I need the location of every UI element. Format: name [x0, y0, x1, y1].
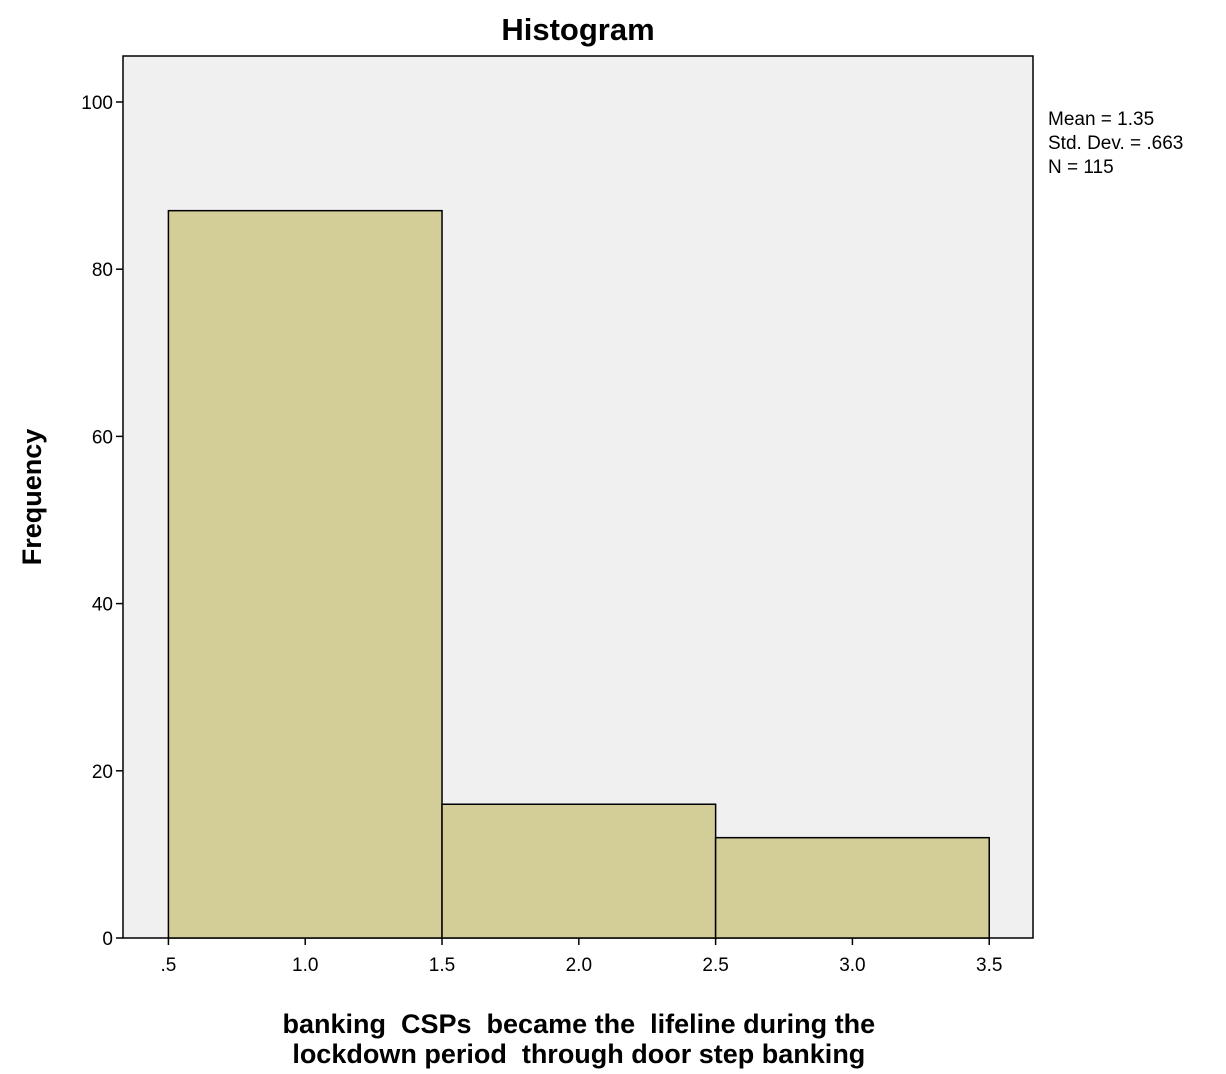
y-tick-label: 20	[92, 762, 113, 783]
y-tick-label: 0	[102, 929, 113, 950]
x-axis-label-line-1: banking CSPs became the lifeline during …	[283, 1009, 876, 1039]
histogram-bar-1	[167, 209, 443, 939]
x-axis-label-line-2: lockdown period through door step bankin…	[292, 1039, 865, 1069]
y-axis-label: Frequency	[17, 429, 47, 566]
x-tick-label: 3.5	[976, 955, 1002, 976]
stat-n: N = 115	[1048, 157, 1114, 178]
bars-group	[167, 209, 990, 939]
x-tick-label: 2.5	[702, 955, 728, 976]
x-tick-label: 2.0	[566, 955, 592, 976]
stat-mean: Mean = 1.35	[1048, 109, 1155, 130]
chart-title: Histogram	[501, 12, 654, 47]
y-tick-label: 80	[92, 260, 113, 281]
y-tick-label: 60	[92, 427, 113, 448]
histogram-bar-3	[714, 836, 990, 939]
statistics-box: Mean = 1.35 Std. Dev. = .663 N = 115	[1048, 108, 1183, 180]
y-tick-label: 40	[92, 595, 113, 616]
axes-group: 0 20 40 60 80 100 .5 1.0 1.5 2.0 2.5 3.0 3.5	[81, 93, 1002, 976]
stat-std-dev: Std. Dev. = .663	[1048, 133, 1184, 154]
y-tick-label: 100	[81, 93, 113, 114]
x-tick-label: 3.0	[839, 955, 865, 976]
x-tick-label: .5	[160, 955, 176, 976]
x-tick-label: 1.5	[429, 955, 455, 976]
x-tick-label: 1.0	[292, 955, 318, 976]
histogram-bar-2	[441, 803, 717, 939]
